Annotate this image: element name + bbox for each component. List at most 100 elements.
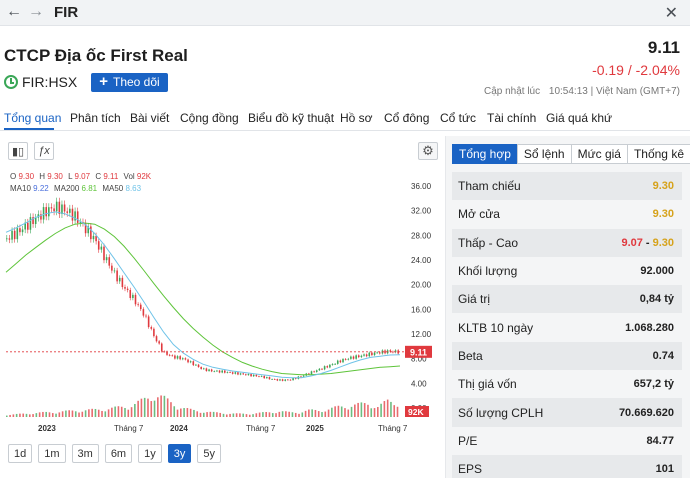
candle-body [8, 238, 11, 240]
candle-body [76, 211, 79, 223]
stat-value: 101 [655, 463, 674, 476]
volume-bar [55, 413, 57, 417]
tab-cong-dong[interactable]: Cộng đồng [180, 111, 239, 125]
candle-body [334, 363, 336, 365]
range-1y-button[interactable]: 1y [138, 444, 162, 463]
candle-body [16, 228, 19, 240]
volume-bar [304, 410, 307, 417]
tab-ho-so[interactable]: Hồ sơ [340, 111, 373, 125]
candle-body [71, 208, 74, 221]
candle-body [124, 287, 126, 289]
tab-thong-ke[interactable]: Thống kê [626, 144, 690, 164]
candle-body [242, 373, 244, 375]
candle-body [213, 371, 216, 373]
candle-body [329, 364, 331, 368]
stat-value: 657,2 tỷ [633, 378, 674, 391]
tab-bai-viet[interactable]: Bài viết [130, 111, 170, 125]
volume-bar [337, 405, 340, 417]
range-3y-button[interactable]: 3y [167, 444, 192, 463]
stat-value: 70.669.620 [618, 406, 674, 419]
x-tick-label: 2025 [306, 424, 324, 433]
range-1m-button[interactable]: 1m [38, 444, 66, 463]
candle-body [132, 294, 134, 299]
candle-body [271, 379, 273, 380]
stat-row: Tham chiếu 9.30 [452, 172, 682, 201]
candle-body [276, 379, 279, 381]
volume-bar [180, 408, 182, 417]
volume-bar [216, 412, 218, 417]
volume-bar [193, 409, 195, 417]
candle-body [321, 368, 323, 370]
tab-tai-chinh[interactable]: Tài chính [487, 111, 537, 125]
volume-bar [340, 406, 343, 417]
candle-body [63, 204, 66, 212]
range-3m-button[interactable]: 3m [71, 444, 99, 463]
candle-body [19, 228, 21, 233]
volume-bar [22, 413, 25, 417]
tab-tong-quan[interactable]: Tổng quan [4, 111, 62, 125]
fx-icon[interactable]: ƒx [34, 142, 54, 160]
tab-muc-gia[interactable]: Mức giá [570, 144, 628, 164]
arrow-right-icon[interactable]: → [28, 3, 44, 20]
stat-label: Mở cửa [458, 207, 500, 222]
tab-gia-qua-khu[interactable]: Giá quá khứ [546, 111, 613, 125]
range-6m-button[interactable]: 6m [104, 444, 133, 463]
candle-body [339, 360, 342, 363]
candle-body [84, 222, 87, 234]
price-chart[interactable]: 36.00 32.00 28.00 24.00 20.00 16.00 12.00 8.00 4… [0, 136, 446, 436]
stat-row: Thị giá vốn 657,2 tỷ [452, 370, 682, 399]
volume-bar [321, 412, 323, 417]
tab-tong-hop[interactable]: Tổng hợp [452, 144, 518, 164]
candle-body [252, 374, 255, 377]
candle-body [216, 370, 218, 372]
candle-body [258, 376, 260, 378]
candlestick-icon[interactable]: ▮▯ [8, 142, 28, 160]
range-5y-button[interactable]: 5y [197, 444, 221, 463]
candle-body [234, 372, 237, 374]
candle-body [237, 372, 239, 375]
stat-range-separator: - [645, 236, 650, 249]
candle-body [308, 373, 310, 375]
volume-bar [288, 411, 290, 417]
tab-so-lenh[interactable]: Sổ lệnh [516, 144, 572, 164]
current-price: 9.11 [647, 38, 680, 57]
update-info: Cập nhật lúc 10:54:13 | Việt Nam (GMT+7) [484, 86, 680, 97]
close-icon[interactable]: ✕ [664, 5, 678, 22]
volume-bar [258, 412, 261, 417]
candle-body [24, 222, 26, 230]
volume-bar [199, 412, 202, 417]
volume-bar [331, 407, 333, 417]
candle-body [263, 376, 266, 379]
volume-bar [268, 412, 271, 417]
volume-bar [281, 411, 284, 417]
follow-button[interactable]: + Theo dõi [91, 72, 168, 92]
range-1d-button[interactable]: 1d [8, 444, 33, 463]
stat-row: Beta 0.74 [452, 341, 682, 371]
volume-bar [48, 412, 51, 417]
candle-body [247, 374, 250, 376]
x-tick-label: 2023 [38, 424, 56, 433]
candle-body [34, 217, 37, 225]
volume-bar [130, 407, 133, 417]
candle-body [392, 351, 394, 353]
legend-ma200-label: MA200 [53, 184, 80, 193]
volume-bar [143, 397, 146, 417]
stat-row: Số lượng CPLH 70.669.620 [452, 398, 682, 427]
gear-icon[interactable]: ⚙ [418, 142, 438, 160]
volume-bar [61, 411, 64, 417]
volume-bar [248, 414, 251, 417]
candle-body [58, 201, 61, 215]
tab-bieu-do-ky-thuat[interactable]: Biểu đồ kỹ thuật [248, 111, 335, 125]
tab-co-tuc[interactable]: Cổ tức [440, 111, 477, 125]
candle-body [284, 379, 287, 381]
arrow-left-icon[interactable]: ← [6, 3, 22, 20]
volume-bar [350, 406, 353, 417]
candle-body [250, 374, 252, 377]
candle-body [273, 379, 276, 380]
volume-bar [186, 408, 189, 417]
candle-body [147, 316, 150, 328]
volume-bar [386, 399, 389, 417]
tab-phan-tich[interactable]: Phân tích [70, 111, 121, 125]
volume-bar [393, 405, 396, 417]
tab-co-dong[interactable]: Cổ đông [384, 111, 430, 125]
